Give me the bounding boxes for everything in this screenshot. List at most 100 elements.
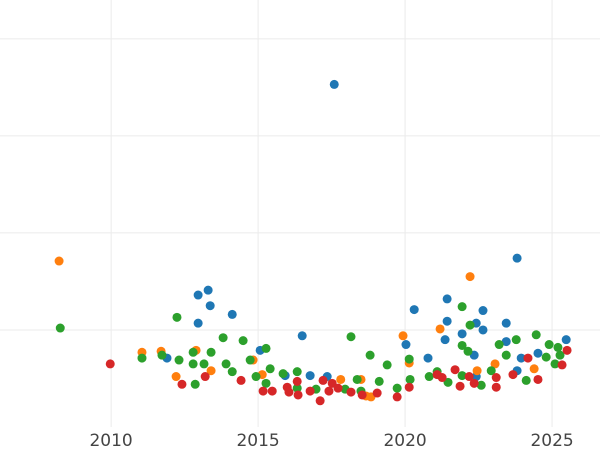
point xyxy=(54,256,64,266)
point xyxy=(188,359,198,369)
point xyxy=(333,383,343,393)
point xyxy=(203,285,213,295)
point xyxy=(205,301,215,311)
point xyxy=(533,374,543,384)
point xyxy=(463,346,473,356)
point xyxy=(392,392,402,402)
point xyxy=(324,386,334,396)
point xyxy=(455,381,465,391)
point xyxy=(261,343,271,353)
point xyxy=(218,333,228,343)
point xyxy=(398,331,408,341)
x-tick-label: 2010 xyxy=(89,431,132,450)
series xyxy=(105,345,572,406)
point xyxy=(157,350,167,360)
point xyxy=(464,372,474,382)
point xyxy=(516,353,526,363)
point xyxy=(457,340,467,350)
point xyxy=(550,359,560,369)
point xyxy=(199,359,209,369)
point xyxy=(190,379,200,389)
series xyxy=(162,79,571,382)
point xyxy=(501,337,511,347)
point xyxy=(206,347,216,357)
point xyxy=(267,386,277,396)
x-tick-label: 2020 xyxy=(383,431,426,450)
point xyxy=(315,396,325,406)
point xyxy=(293,390,303,400)
point xyxy=(251,372,261,382)
point xyxy=(553,342,563,352)
point xyxy=(457,329,467,339)
point xyxy=(374,376,384,386)
point xyxy=(171,372,181,382)
point xyxy=(357,390,367,400)
point xyxy=(435,324,445,334)
point xyxy=(450,365,460,375)
point xyxy=(494,340,504,350)
point xyxy=(442,294,452,304)
point xyxy=(329,79,339,89)
point xyxy=(465,320,475,330)
point xyxy=(284,387,294,397)
point xyxy=(529,364,539,374)
point xyxy=(491,373,501,383)
point xyxy=(221,359,231,369)
point xyxy=(533,348,543,358)
point xyxy=(105,359,115,369)
point xyxy=(236,375,246,385)
x-tick-label: 2025 xyxy=(530,431,573,450)
point xyxy=(318,375,328,385)
point xyxy=(206,366,216,376)
point xyxy=(336,374,346,384)
point xyxy=(352,374,362,384)
point xyxy=(562,345,572,355)
point xyxy=(265,364,275,374)
point xyxy=(501,350,511,360)
point xyxy=(491,382,501,392)
point xyxy=(177,379,187,389)
point xyxy=(193,318,203,328)
point xyxy=(346,387,356,397)
point xyxy=(238,336,248,346)
point xyxy=(297,331,307,341)
point xyxy=(278,369,288,379)
point xyxy=(523,353,533,363)
point xyxy=(382,360,392,370)
point xyxy=(469,378,479,388)
point xyxy=(292,367,302,377)
point xyxy=(442,316,452,326)
point xyxy=(512,253,522,263)
point xyxy=(557,360,567,370)
point xyxy=(490,359,500,369)
point xyxy=(555,350,565,360)
point xyxy=(55,323,65,333)
point xyxy=(261,378,271,388)
point xyxy=(478,306,488,316)
point xyxy=(472,366,482,376)
point xyxy=(137,353,147,363)
point xyxy=(405,374,415,384)
point xyxy=(372,388,382,398)
x-tick-label: 2015 xyxy=(236,431,279,450)
point xyxy=(486,366,496,376)
point xyxy=(409,305,419,315)
point xyxy=(292,376,302,386)
point xyxy=(258,386,268,396)
point xyxy=(511,335,521,345)
point xyxy=(188,347,198,357)
point xyxy=(424,372,434,382)
point xyxy=(305,371,315,381)
point xyxy=(501,318,511,328)
point xyxy=(245,355,255,365)
point xyxy=(227,367,237,377)
point xyxy=(508,370,518,380)
point xyxy=(392,383,402,393)
point xyxy=(423,353,433,363)
point xyxy=(292,383,302,393)
point xyxy=(521,375,531,385)
point xyxy=(404,382,414,392)
point xyxy=(465,272,475,282)
point xyxy=(531,330,541,340)
